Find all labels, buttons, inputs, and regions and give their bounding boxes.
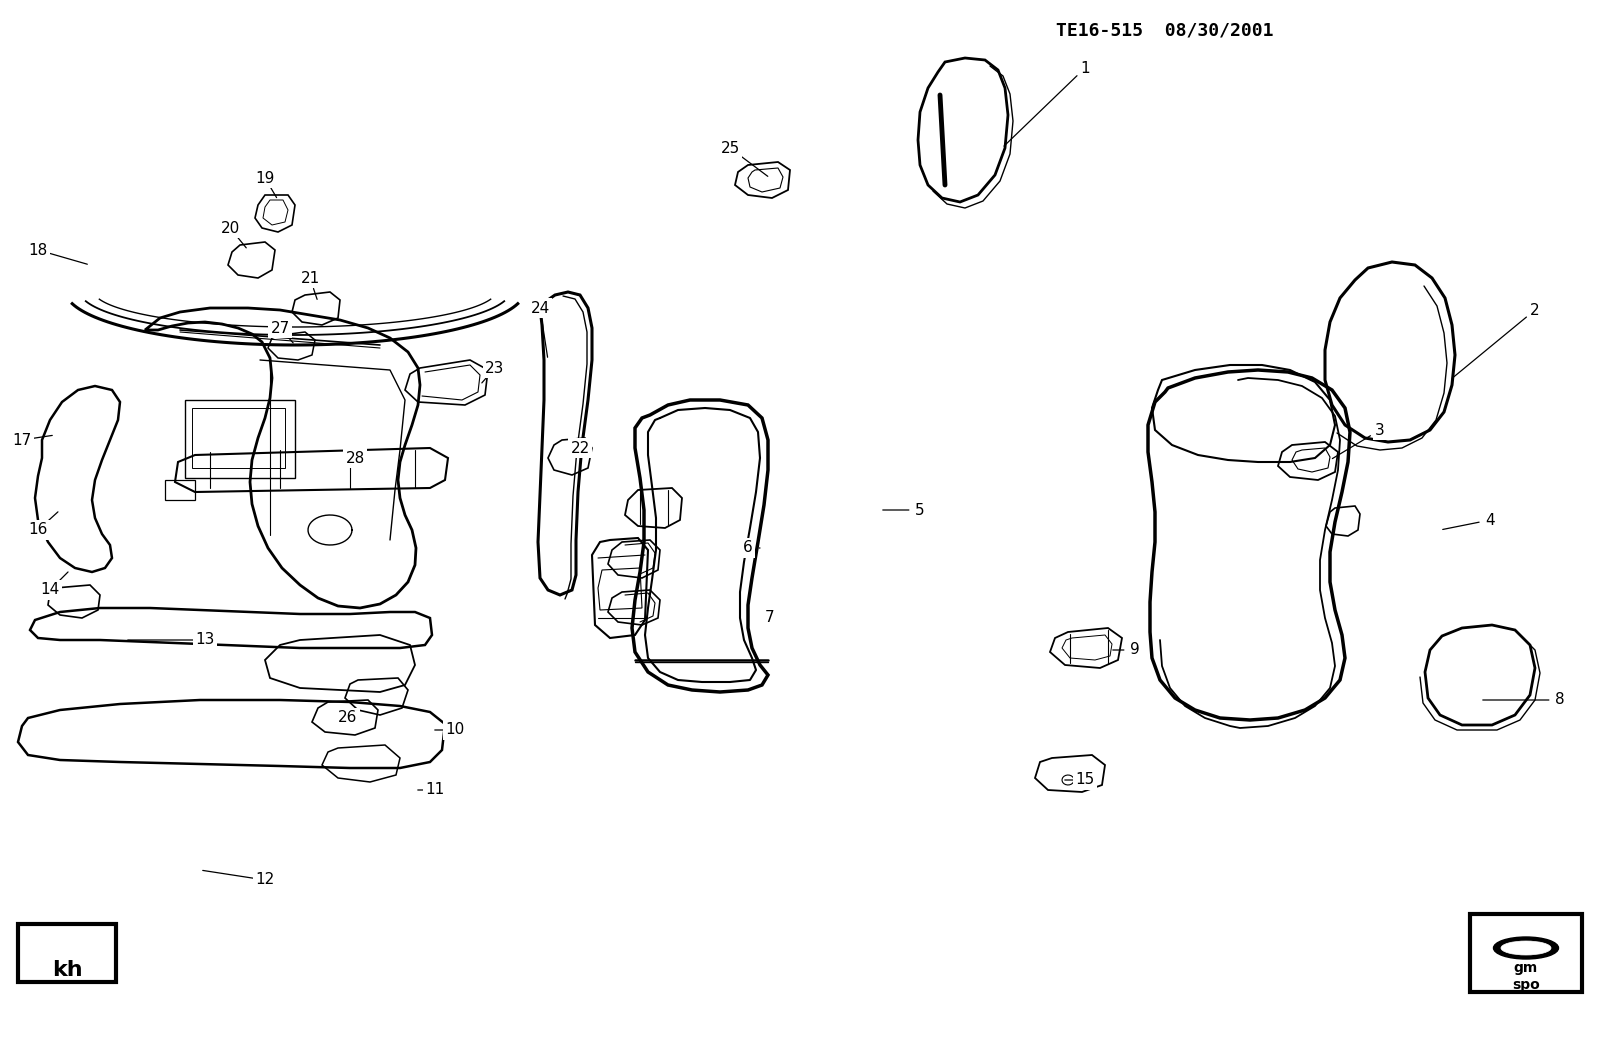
Text: 5: 5 — [915, 502, 925, 518]
Ellipse shape — [1493, 937, 1558, 959]
Text: 7: 7 — [765, 610, 774, 625]
Text: 13: 13 — [195, 632, 214, 648]
Text: 19: 19 — [256, 171, 275, 185]
Text: 4: 4 — [1485, 513, 1494, 527]
Text: 3: 3 — [1374, 422, 1386, 438]
Text: 8: 8 — [1555, 693, 1565, 707]
Text: 28: 28 — [346, 450, 365, 466]
Text: 10: 10 — [445, 723, 464, 737]
Text: 20: 20 — [221, 220, 240, 235]
Text: 22: 22 — [570, 441, 590, 456]
Text: 25: 25 — [720, 140, 739, 156]
Text: 18: 18 — [29, 242, 48, 258]
Text: spo: spo — [1512, 978, 1539, 992]
Text: 21: 21 — [301, 270, 320, 286]
Text: 23: 23 — [485, 361, 504, 375]
Text: kh: kh — [51, 960, 82, 980]
Text: 2: 2 — [1530, 303, 1539, 317]
Text: 16: 16 — [29, 522, 48, 538]
Ellipse shape — [1501, 941, 1550, 955]
Text: 12: 12 — [256, 873, 275, 887]
Text: 24: 24 — [530, 301, 550, 315]
Text: 14: 14 — [40, 582, 59, 598]
Text: 26: 26 — [338, 710, 358, 726]
FancyBboxPatch shape — [18, 924, 117, 982]
Text: 11: 11 — [426, 782, 445, 798]
Text: 1: 1 — [1080, 60, 1090, 76]
Text: 15: 15 — [1075, 773, 1094, 787]
Text: 27: 27 — [270, 320, 290, 336]
Text: 17: 17 — [13, 433, 32, 447]
Text: 9: 9 — [1130, 643, 1139, 657]
FancyBboxPatch shape — [1470, 914, 1582, 992]
Text: gm: gm — [1514, 961, 1538, 976]
Text: TE16-515  08/30/2001: TE16-515 08/30/2001 — [1056, 21, 1274, 40]
Text: 6: 6 — [742, 541, 754, 555]
